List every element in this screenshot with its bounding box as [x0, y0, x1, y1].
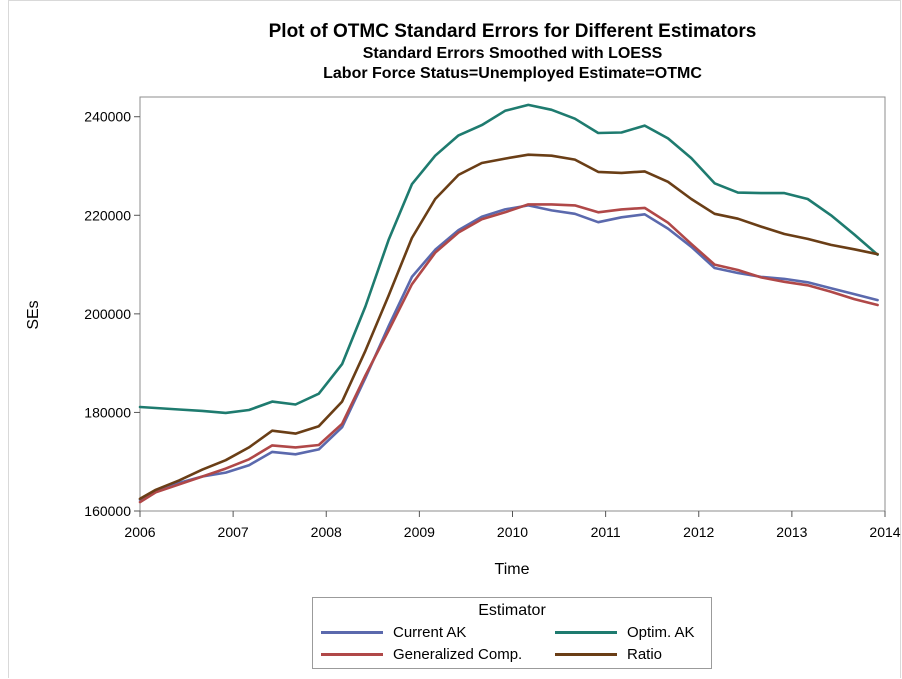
plot-area [139, 96, 886, 512]
legend-label: Current AK [393, 624, 467, 641]
series-line-optim-ak [138, 103, 879, 415]
chart-subtitle: Standard Errors Smoothed with LOESS [362, 45, 663, 62]
series-line-ratio [138, 153, 879, 501]
x-axis-label: Time [495, 561, 530, 578]
x-tick-label: 2010 [497, 524, 528, 540]
y-tick-label: 180000 [84, 404, 131, 420]
series-line-generalized-comp [138, 203, 879, 504]
legend-swatch [555, 653, 617, 656]
x-tick-label: 2007 [218, 524, 249, 540]
legend-item-ratio: Ratio [555, 646, 662, 663]
series-line-current-ak [138, 204, 879, 502]
y-tick-label: 160000 [84, 503, 131, 519]
y-axis: 160000 180000 200000 220000 240000 [84, 109, 140, 519]
series-layer [138, 103, 879, 504]
chart-subtitle-2: Labor Force Status=Unemployed Estimate=O… [323, 65, 702, 82]
x-axis: 2006 2007 2008 2009 2010 2011 2012 2013 2014 [124, 511, 901, 540]
x-tick-label: 2006 [124, 524, 155, 540]
legend-item-generalized-comp: Generalized Comp. [321, 646, 522, 663]
x-tick-label: 2009 [404, 524, 435, 540]
chart-title: Plot of OTMC Standard Errors for Differe… [268, 21, 757, 42]
x-tick-label: 2012 [683, 524, 714, 540]
legend-swatch [321, 653, 383, 656]
legend-title: Estimator [478, 602, 546, 619]
legend-label: Optim. AK [627, 624, 695, 641]
legend-label: Ratio [627, 646, 663, 663]
x-tick-label: 2008 [311, 524, 342, 540]
x-tick-label: 2014 [869, 524, 900, 540]
legend-swatch [321, 631, 383, 634]
legend-swatch [555, 631, 617, 634]
chart-titles: Plot of OTMC Standard Errors for Differe… [140, 20, 885, 84]
y-axis-label: SEs [25, 300, 42, 329]
legend-item-optim-ak: Optim. AK [555, 624, 695, 641]
x-tick-label: 2013 [776, 524, 807, 540]
y-tick-label: 220000 [84, 207, 131, 223]
legend-label: Generalized Comp. [393, 646, 523, 663]
x-tick-label: 2011 [591, 524, 621, 540]
legend-item-current-ak: Current AK [321, 624, 466, 641]
chart-frame [8, 0, 901, 678]
y-tick-label: 240000 [84, 109, 131, 125]
legend: Estimator Current AK Optim. AK Generaliz… [312, 597, 712, 669]
y-tick-label: 200000 [84, 306, 131, 322]
